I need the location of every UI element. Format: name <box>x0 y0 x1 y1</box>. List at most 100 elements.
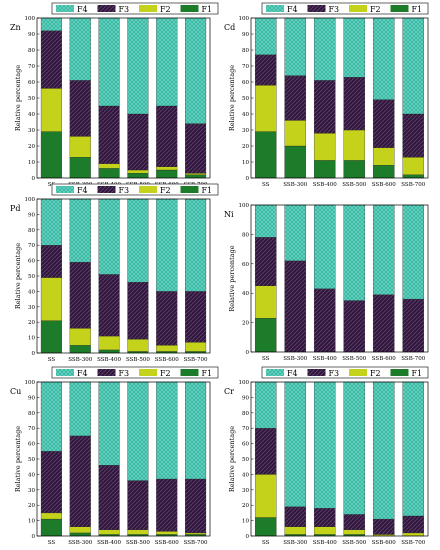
y-tick-label: 30 <box>242 488 249 494</box>
y-tick-label: 40 <box>28 289 35 295</box>
bar-pd-f2-ssb-500 <box>127 338 149 352</box>
bar-cu-f2-ssb-500 <box>127 529 149 535</box>
y-tick-label: 30 <box>28 305 35 311</box>
bar-cu-f1-ssb-300 <box>69 532 91 537</box>
bar-cr-f3-ssb-600 <box>372 518 395 535</box>
bar-pd-f2-ssb-300 <box>69 328 91 346</box>
bar-zn-f4-ssb-500 <box>127 17 149 115</box>
bar-ni-f4-ssb-600 <box>372 204 395 295</box>
chart-panel-cr: F4 F3 F2 F1 SS SSB-300 SSB-400 SSB-500 SSB-600 SS… <box>224 366 429 546</box>
y-tick-label: 70 <box>28 243 35 249</box>
legend-swatch-f1 <box>180 369 199 376</box>
y-axis-label: Relative percentage <box>228 65 236 131</box>
y-tick-label: 100 <box>25 380 36 386</box>
y-tick-label: 20 <box>28 320 35 326</box>
y-tick-label: 50 <box>242 457 249 463</box>
legend-label-f1: F1 <box>202 186 213 195</box>
bar-zn-f1-ssb-300 <box>69 157 91 179</box>
y-tick-label: 40 <box>28 472 35 478</box>
bar-cu-f2-ssb-400 <box>98 529 120 535</box>
y-tick-label: 90 <box>28 32 35 38</box>
bar-cr-f3-ssb-700 <box>402 515 425 534</box>
bar-zn-f2-ssb-400 <box>98 163 120 169</box>
bar-cr-f1-ss <box>254 517 277 537</box>
legend-label-f3: F3 <box>119 369 130 378</box>
x-tick-label: SSB-700 <box>184 357 208 363</box>
x-tick-label: SSB-400 <box>97 357 121 363</box>
bar-cd-f4-ssb-500 <box>343 17 366 78</box>
plot-frame <box>250 381 429 537</box>
y-axis-label: Relative percentage <box>228 245 236 311</box>
bar-pd-f4-ssb-400 <box>98 198 120 275</box>
bar-pd-f3-ss <box>40 245 62 278</box>
x-tick-label: SSB-300 <box>68 540 92 546</box>
legend-frame <box>51 2 219 15</box>
bar-ni-f3-ssb-400 <box>313 288 336 353</box>
y-tick-label: 60 <box>28 442 35 448</box>
bar-cu-f3-ss <box>40 451 62 514</box>
legend-label-f3: F3 <box>119 186 130 195</box>
bar-zn-f2-ssb-500 <box>127 169 149 174</box>
bar-pd-f4-ss <box>40 198 62 246</box>
x-tick-label: SSB-700 <box>184 540 208 546</box>
legend-label-f3: F3 <box>329 369 340 378</box>
y-tick-label: 70 <box>28 426 35 432</box>
bar-ni-f1-ss <box>254 318 277 353</box>
x-tick-label: SSB-300 <box>283 182 307 188</box>
bar-cr-f4-ssb-500 <box>343 381 366 515</box>
y-tick-label: 100 <box>25 197 36 203</box>
x-tick-label: SS <box>48 182 56 188</box>
x-tick-label: SSB-600 <box>372 540 396 546</box>
bar-zn-f3-ss <box>40 30 62 89</box>
x-tick-label: SSB-300 <box>68 357 92 363</box>
panel-label-zn: Zn <box>10 23 21 32</box>
y-tick-label: 0 <box>246 350 250 356</box>
bar-cd-f1-ssb-300 <box>284 145 307 179</box>
bar-pd-f3-ssb-600 <box>156 291 178 346</box>
bar-cu-f2-ssb-300 <box>69 526 91 534</box>
y-tick-label: 40 <box>242 472 249 478</box>
bar-zn-f1-ssb-400 <box>98 168 120 179</box>
y-tick-label: 0 <box>246 176 250 182</box>
bar-pd-f2-ss <box>40 277 62 321</box>
bar-zn-f1-ssb-600 <box>156 169 178 179</box>
chart-panel-ni: SS SSB-300 SSB-400 SSB-500 SSB-600 SSB-700 0 20… <box>224 203 429 362</box>
legend: F4 F3 F2 F1 <box>261 2 429 15</box>
bar-cd-f2-ssb-300 <box>284 120 307 147</box>
y-tick-label: 90 <box>28 212 35 218</box>
bar-zn-f4-ssb-700 <box>185 17 207 124</box>
bar-cr-f3-ssb-400 <box>313 508 336 527</box>
bar-cu-f3-ssb-400 <box>98 465 120 530</box>
bar-zn-f1-ssb-700 <box>185 174 207 179</box>
bar-zn-f2-ssb-300 <box>69 136 91 158</box>
bar-cu-f3-ssb-700 <box>185 478 207 534</box>
legend-label-f1: F1 <box>202 5 213 14</box>
x-tick-label: SSB-700 <box>401 540 425 546</box>
x-tick-label: SSB-500 <box>126 357 150 363</box>
x-tick-label: SSB-500 <box>342 182 366 188</box>
legend-frame <box>51 183 219 196</box>
x-tick-label: SSB-500 <box>342 356 366 362</box>
bar-cu-f2-ssb-600 <box>156 531 178 535</box>
bar-cd-f4-ss <box>254 17 277 55</box>
x-tick-label: SSB-300 <box>283 540 307 546</box>
plot-frame <box>36 381 211 537</box>
legend-swatch-f2 <box>139 5 157 12</box>
plot-frame <box>250 204 429 353</box>
y-tick-label: 20 <box>242 321 249 327</box>
bar-cr-f2-ssb-700 <box>402 532 425 537</box>
bar-pd-f1-ss <box>40 320 62 354</box>
bar-ni-f3-ssb-700 <box>402 298 425 353</box>
x-tick-label: SSB-600 <box>372 356 396 362</box>
legend-label-f2: F2 <box>370 369 381 378</box>
bar-pd-f4-ssb-600 <box>156 198 178 292</box>
bar-cr-f2-ssb-500 <box>343 529 366 535</box>
y-tick-label: 20 <box>28 144 35 150</box>
y-tick-label: 0 <box>32 176 36 182</box>
bar-cr-f3-ssb-500 <box>343 514 366 530</box>
legend: F4 F3 F2 F1 <box>51 183 219 196</box>
bar-cd-f3-ss <box>254 54 277 86</box>
bar-pd-f1-ssb-300 <box>69 345 91 354</box>
bar-ni-f4-ssb-400 <box>313 204 336 289</box>
x-tick-label: SSB-600 <box>372 182 396 188</box>
